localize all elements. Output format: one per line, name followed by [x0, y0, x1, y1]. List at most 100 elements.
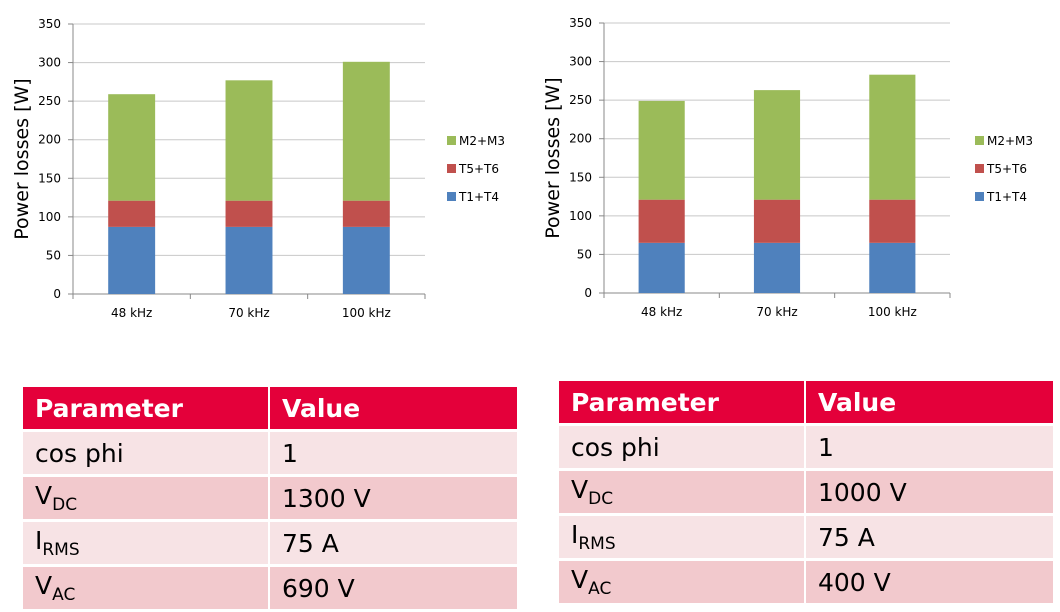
- parameter-cell: VDC: [23, 475, 270, 522]
- value-cell: 75 A: [805, 514, 1053, 561]
- value-cell: 1000 V: [805, 469, 1053, 516]
- parameter-cell: VDC: [559, 469, 806, 516]
- table-header-row: Parameter Value: [559, 381, 1053, 426]
- y-tick-label: 350: [38, 17, 61, 31]
- left-parameter-table: Parameter Value cos phi 1 VDC 1300 V IRM…: [23, 387, 517, 612]
- legend-label: T1+T4: [458, 190, 499, 204]
- table-row: cos phi 1: [559, 424, 1053, 471]
- value-cell: 75 A: [269, 520, 517, 567]
- y-axis-label: Power losses [W]: [11, 78, 33, 239]
- right-chart: 0 50 100 150 200 250 300 350 48 kHz 70 kHz 100 kHz…: [542, 16, 1033, 319]
- table-header-row: Parameter Value: [23, 387, 517, 432]
- value-cell: 1300 V: [269, 475, 517, 522]
- parameter-cell: cos phi: [23, 430, 270, 477]
- table-row: IRMS 75 A: [559, 514, 1053, 561]
- y-tick-label: 100: [569, 209, 592, 223]
- x-tick-label: 70 kHz: [756, 305, 797, 319]
- legend-swatch: [975, 164, 984, 173]
- legend-swatch: [447, 192, 456, 201]
- table-row: cos phi 1: [23, 430, 517, 477]
- parameter-cell: VAC: [23, 565, 270, 612]
- y-tick-label: 0: [584, 286, 592, 300]
- y-tick-label: 50: [577, 247, 592, 261]
- bar-segment: [638, 100, 685, 200]
- y-tick-label: 200: [569, 132, 592, 146]
- y-tick-label: 300: [38, 56, 61, 70]
- bar-segment: [108, 200, 156, 227]
- value-cell: 690 V: [269, 565, 517, 612]
- parameter-subscript: DC: [588, 489, 614, 509]
- bar-segment: [753, 90, 801, 200]
- parameter-symbol: V: [35, 481, 53, 510]
- legend-swatch: [447, 164, 456, 173]
- legend-label: M2+M3: [987, 134, 1033, 148]
- parameter-symbol: cos phi: [571, 432, 660, 462]
- parameter-cell: IRMS: [23, 520, 270, 567]
- bar-segment: [869, 242, 916, 293]
- bar-segment: [342, 200, 390, 227]
- value-header: Value: [805, 381, 1053, 426]
- bar-segment: [108, 94, 156, 201]
- y-tick-label: 350: [569, 16, 592, 30]
- table-row: VAC 690 V: [23, 565, 517, 612]
- bar-segment: [225, 226, 273, 294]
- table-row: VDC 1000 V: [559, 469, 1053, 516]
- bar-segment: [342, 61, 390, 201]
- bar-segment: [342, 226, 390, 294]
- parameter-cell: VAC: [559, 559, 806, 606]
- y-tick-label: 0: [53, 287, 61, 301]
- value-header: Value: [269, 387, 517, 432]
- x-tick-label: 48 kHz: [111, 306, 152, 320]
- y-tick-label: 100: [38, 210, 61, 224]
- bar-segment: [753, 242, 801, 293]
- parameter-symbol: I: [571, 520, 579, 549]
- bar-segment: [108, 226, 156, 294]
- legend-label: T1+T4: [986, 190, 1027, 204]
- x-tick-label: 70 kHz: [228, 306, 269, 320]
- parameter-subscript: AC: [52, 585, 76, 605]
- parameter-subscript: AC: [588, 579, 612, 599]
- value-cell: 400 V: [805, 559, 1053, 606]
- table-row: VAC 400 V: [559, 559, 1053, 606]
- legend-label: T5+T6: [458, 162, 499, 176]
- table-row: IRMS 75 A: [23, 520, 517, 567]
- parameter-subscript: RMS: [578, 534, 616, 554]
- right-parameter-table: Parameter Value cos phi 1 VDC 1000 V IRM…: [559, 381, 1053, 606]
- parameter-header: Parameter: [559, 381, 806, 426]
- x-tick-label: 100 kHz: [868, 305, 917, 319]
- parameter-subscript: RMS: [42, 540, 80, 560]
- parameter-symbol: V: [571, 475, 589, 504]
- parameter-symbol: I: [35, 526, 43, 555]
- value-cell: 1: [805, 424, 1053, 471]
- bar-segment: [225, 200, 273, 227]
- y-tick-label: 150: [38, 171, 61, 185]
- parameter-symbol: V: [35, 571, 53, 600]
- parameter-header: Parameter: [23, 387, 270, 432]
- left-chart: 0 50 100 150 200 250 300 350 48 kHz 70 kHz 100 kHz…: [11, 17, 505, 320]
- legend-label: T5+T6: [986, 162, 1027, 176]
- y-tick-label: 50: [46, 248, 61, 262]
- y-tick-label: 250: [38, 94, 61, 108]
- legend-swatch: [447, 136, 456, 145]
- y-tick-label: 200: [38, 133, 61, 147]
- legend-swatch: [975, 136, 984, 145]
- y-axis-label: Power losses [W]: [542, 77, 564, 238]
- x-tick-label: 48 kHz: [641, 305, 682, 319]
- y-tick-label: 150: [569, 170, 592, 184]
- parameter-cell: cos phi: [559, 424, 806, 471]
- parameter-subscript: DC: [52, 495, 78, 515]
- bar-segment: [869, 74, 916, 200]
- parameter-symbol: V: [571, 565, 589, 594]
- bar-segment: [638, 199, 685, 243]
- value-cell: 1: [269, 430, 517, 477]
- bar-segment: [638, 242, 685, 293]
- bar-segment: [869, 199, 916, 243]
- bar-segment: [753, 199, 801, 243]
- x-tick-label: 100 kHz: [342, 306, 391, 320]
- table-row: VDC 1300 V: [23, 475, 517, 522]
- parameter-cell: IRMS: [559, 514, 806, 561]
- bar-segment: [225, 80, 273, 201]
- y-tick-label: 300: [569, 55, 592, 69]
- y-tick-label: 250: [569, 93, 592, 107]
- legend-label: M2+M3: [459, 134, 505, 148]
